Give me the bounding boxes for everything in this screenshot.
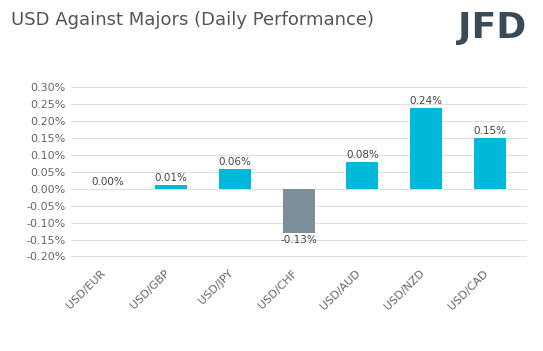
- Text: 0.06%: 0.06%: [218, 157, 251, 166]
- Bar: [346, 162, 378, 189]
- Bar: [474, 138, 506, 189]
- Text: -0.13%: -0.13%: [280, 235, 317, 245]
- Bar: [283, 189, 314, 233]
- Bar: [219, 168, 251, 189]
- Bar: [411, 108, 442, 189]
- Text: 0.01%: 0.01%: [155, 173, 187, 184]
- Text: 0.24%: 0.24%: [410, 95, 443, 106]
- Text: USD Against Majors (Daily Performance): USD Against Majors (Daily Performance): [11, 11, 374, 28]
- Text: 0.08%: 0.08%: [346, 150, 379, 160]
- Bar: [155, 185, 187, 189]
- Text: 0.00%: 0.00%: [91, 177, 124, 187]
- Text: JFD: JFD: [458, 11, 527, 45]
- Text: 0.15%: 0.15%: [473, 126, 507, 136]
